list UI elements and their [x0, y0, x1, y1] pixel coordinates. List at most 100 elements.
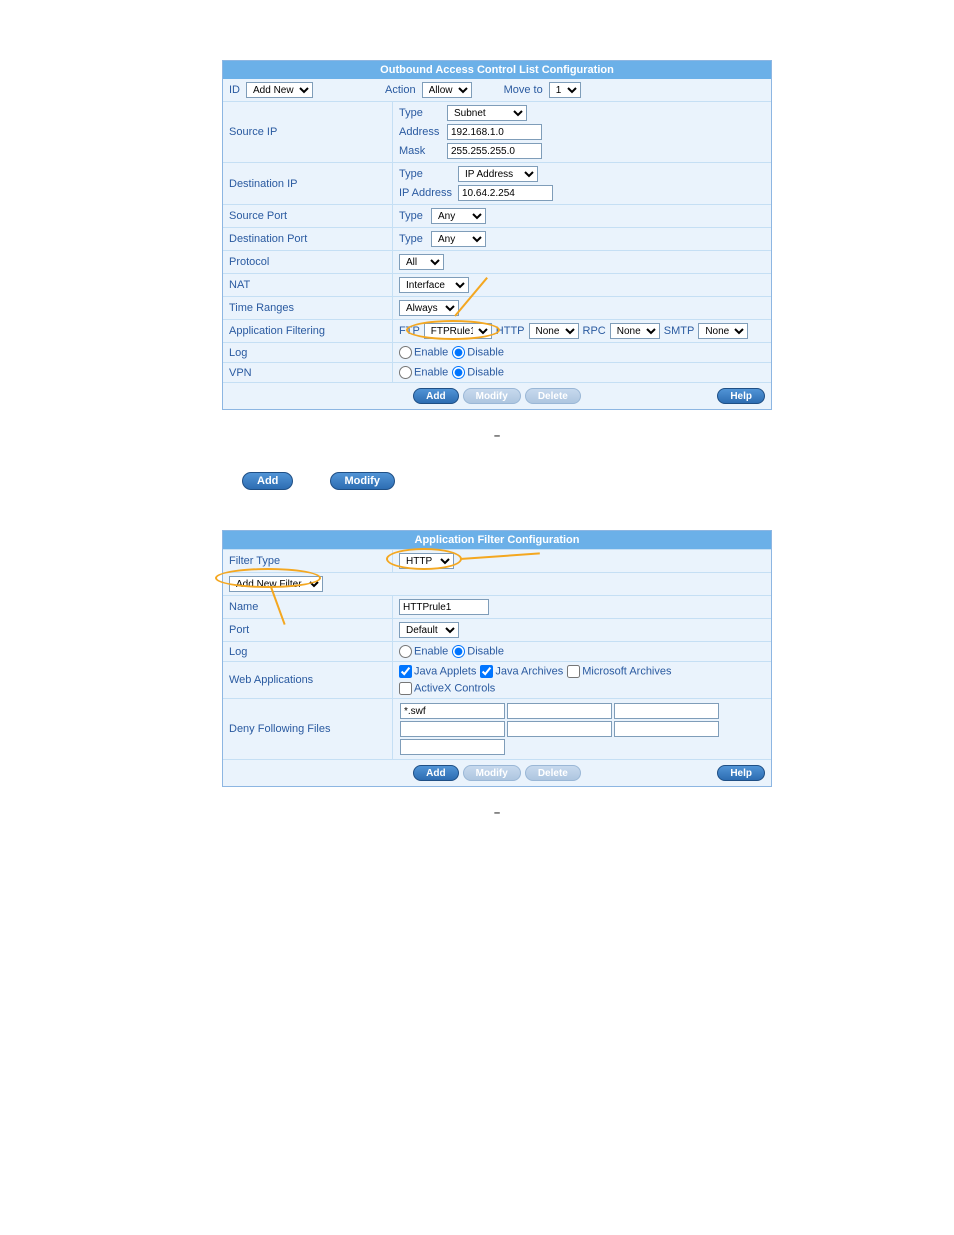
- log2-enable-label[interactable]: Enable: [399, 645, 448, 658]
- filter-type-label: Filter Type: [223, 550, 393, 572]
- log2-label: Log: [223, 642, 393, 661]
- app-filter-row: Application Filtering FTP FTPRule1 HTTP …: [223, 319, 771, 342]
- add-button[interactable]: Add: [413, 388, 458, 404]
- ms-archives-check[interactable]: Microsoft Archives: [567, 665, 671, 678]
- panel-title: Outbound Access Control List Configurati…: [223, 61, 771, 79]
- deny-label: Deny Following Files: [223, 699, 393, 759]
- source-ip-label: Source IP: [223, 102, 393, 162]
- log2-row: Log Enable Disable: [223, 641, 771, 661]
- log-disable-label[interactable]: Disable: [452, 346, 504, 359]
- java-applets-check[interactable]: Java Applets: [399, 665, 476, 678]
- nat-row: NAT Interface: [223, 273, 771, 296]
- ftp-select[interactable]: FTPRule1: [424, 323, 492, 339]
- inline-modify-button[interactable]: Modify: [330, 472, 395, 490]
- log2-disable-radio[interactable]: [452, 645, 465, 658]
- inline-add-button[interactable]: Add: [242, 472, 293, 490]
- dst-type-label: Type: [399, 168, 454, 180]
- protocol-label: Protocol: [223, 251, 393, 273]
- figure-dash: –: [20, 430, 954, 442]
- id-select[interactable]: Add New: [246, 82, 313, 98]
- filter-type-row: Filter Type HTTP: [223, 549, 771, 572]
- name-label: Name: [223, 596, 393, 618]
- source-ip-row: Source IP Type Subnet Address Mask: [223, 101, 771, 162]
- vpn-enable-label[interactable]: Enable: [399, 366, 448, 379]
- time-row: Time Ranges Always: [223, 296, 771, 319]
- moveto-select[interactable]: 1: [549, 82, 581, 98]
- java-applets-checkbox[interactable]: [399, 665, 412, 678]
- webapp-label: Web Applications: [223, 662, 393, 698]
- vpn-disable-radio[interactable]: [452, 366, 465, 379]
- deny-file-input-1[interactable]: [400, 703, 505, 719]
- port-label: Port: [223, 619, 393, 641]
- src-mask-input[interactable]: [447, 143, 542, 159]
- log-disable-radio[interactable]: [452, 346, 465, 359]
- log-enable-radio[interactable]: [399, 346, 412, 359]
- java-archives-checkbox[interactable]: [480, 665, 493, 678]
- nat-select[interactable]: Interface: [399, 277, 469, 293]
- filter-type-select[interactable]: HTTP: [399, 553, 454, 569]
- id-label: ID: [229, 84, 240, 96]
- rpc-select[interactable]: None: [610, 323, 660, 339]
- src-port-type-label: Type: [399, 210, 427, 222]
- vpn-disable-label[interactable]: Disable: [452, 366, 504, 379]
- src-addr-input[interactable]: [447, 124, 542, 140]
- src-port-type-select[interactable]: Any: [431, 208, 486, 224]
- activex-check[interactable]: ActiveX Controls: [399, 682, 495, 695]
- dst-addr-input[interactable]: [458, 185, 553, 201]
- java-archives-check[interactable]: Java Archives: [480, 665, 563, 678]
- vpn-enable-radio[interactable]: [399, 366, 412, 379]
- http-select[interactable]: None: [529, 323, 579, 339]
- vpn-label: VPN: [223, 363, 393, 382]
- action-label: Action: [385, 84, 416, 96]
- name-row: Name: [223, 595, 771, 618]
- dst-port-type-label: Type: [399, 233, 427, 245]
- modify-button-2[interactable]: Modify: [463, 765, 521, 781]
- deny-row: Deny Following Files: [223, 698, 771, 759]
- outbound-acl-panel: Outbound Access Control List Configurati…: [222, 60, 772, 410]
- deny-file-input-6[interactable]: [614, 721, 719, 737]
- button-bar: Add Modify Delete Help: [223, 382, 771, 409]
- dest-ip-label: Destination IP: [223, 163, 393, 204]
- help-button[interactable]: Help: [717, 388, 765, 404]
- time-select[interactable]: Always: [399, 300, 459, 316]
- help-button-2[interactable]: Help: [717, 765, 765, 781]
- app-filter-label: Application Filtering: [223, 320, 393, 342]
- button-bar-2: Add Modify Delete Help: [223, 759, 771, 786]
- name-input[interactable]: [399, 599, 489, 615]
- ms-archives-checkbox[interactable]: [567, 665, 580, 678]
- add-button-2[interactable]: Add: [413, 765, 458, 781]
- deny-file-input-7[interactable]: [400, 739, 505, 755]
- src-addr-label: Address: [399, 126, 443, 138]
- action-select[interactable]: Allow: [422, 82, 472, 98]
- smtp-select[interactable]: None: [698, 323, 748, 339]
- webapp-row: Web Applications Java Applets Java Archi…: [223, 661, 771, 698]
- inline-buttons: Add Modify: [222, 472, 772, 490]
- source-port-row: Source Port Type Any: [223, 204, 771, 227]
- protocol-select[interactable]: All: [399, 254, 444, 270]
- add-new-filter-row: Add New Filter: [223, 572, 771, 595]
- src-type-select[interactable]: Subnet: [447, 105, 527, 121]
- ftp-label: FTP: [399, 325, 420, 337]
- port-row: Port Default: [223, 618, 771, 641]
- deny-file-input-3[interactable]: [614, 703, 719, 719]
- activex-checkbox[interactable]: [399, 682, 412, 695]
- deny-file-input-5[interactable]: [507, 721, 612, 737]
- top-controls-row: ID Add New Action Allow Move to 1: [223, 79, 771, 101]
- smtp-label: SMTP: [664, 325, 695, 337]
- log2-enable-radio[interactable]: [399, 645, 412, 658]
- port-select[interactable]: Default: [399, 622, 459, 638]
- delete-button[interactable]: Delete: [525, 388, 581, 404]
- delete-button-2[interactable]: Delete: [525, 765, 581, 781]
- add-new-filter-select[interactable]: Add New Filter: [229, 576, 323, 592]
- src-mask-label: Mask: [399, 145, 443, 157]
- dst-type-select[interactable]: IP Address: [458, 166, 538, 182]
- log-enable-label[interactable]: Enable: [399, 346, 448, 359]
- deny-file-input-4[interactable]: [400, 721, 505, 737]
- dst-port-type-select[interactable]: Any: [431, 231, 486, 247]
- time-label: Time Ranges: [223, 297, 393, 319]
- log2-disable-label[interactable]: Disable: [452, 645, 504, 658]
- panel2-title: Application Filter Configuration: [223, 531, 771, 549]
- deny-file-input-2[interactable]: [507, 703, 612, 719]
- modify-button[interactable]: Modify: [463, 388, 521, 404]
- dest-port-label: Destination Port: [223, 228, 393, 250]
